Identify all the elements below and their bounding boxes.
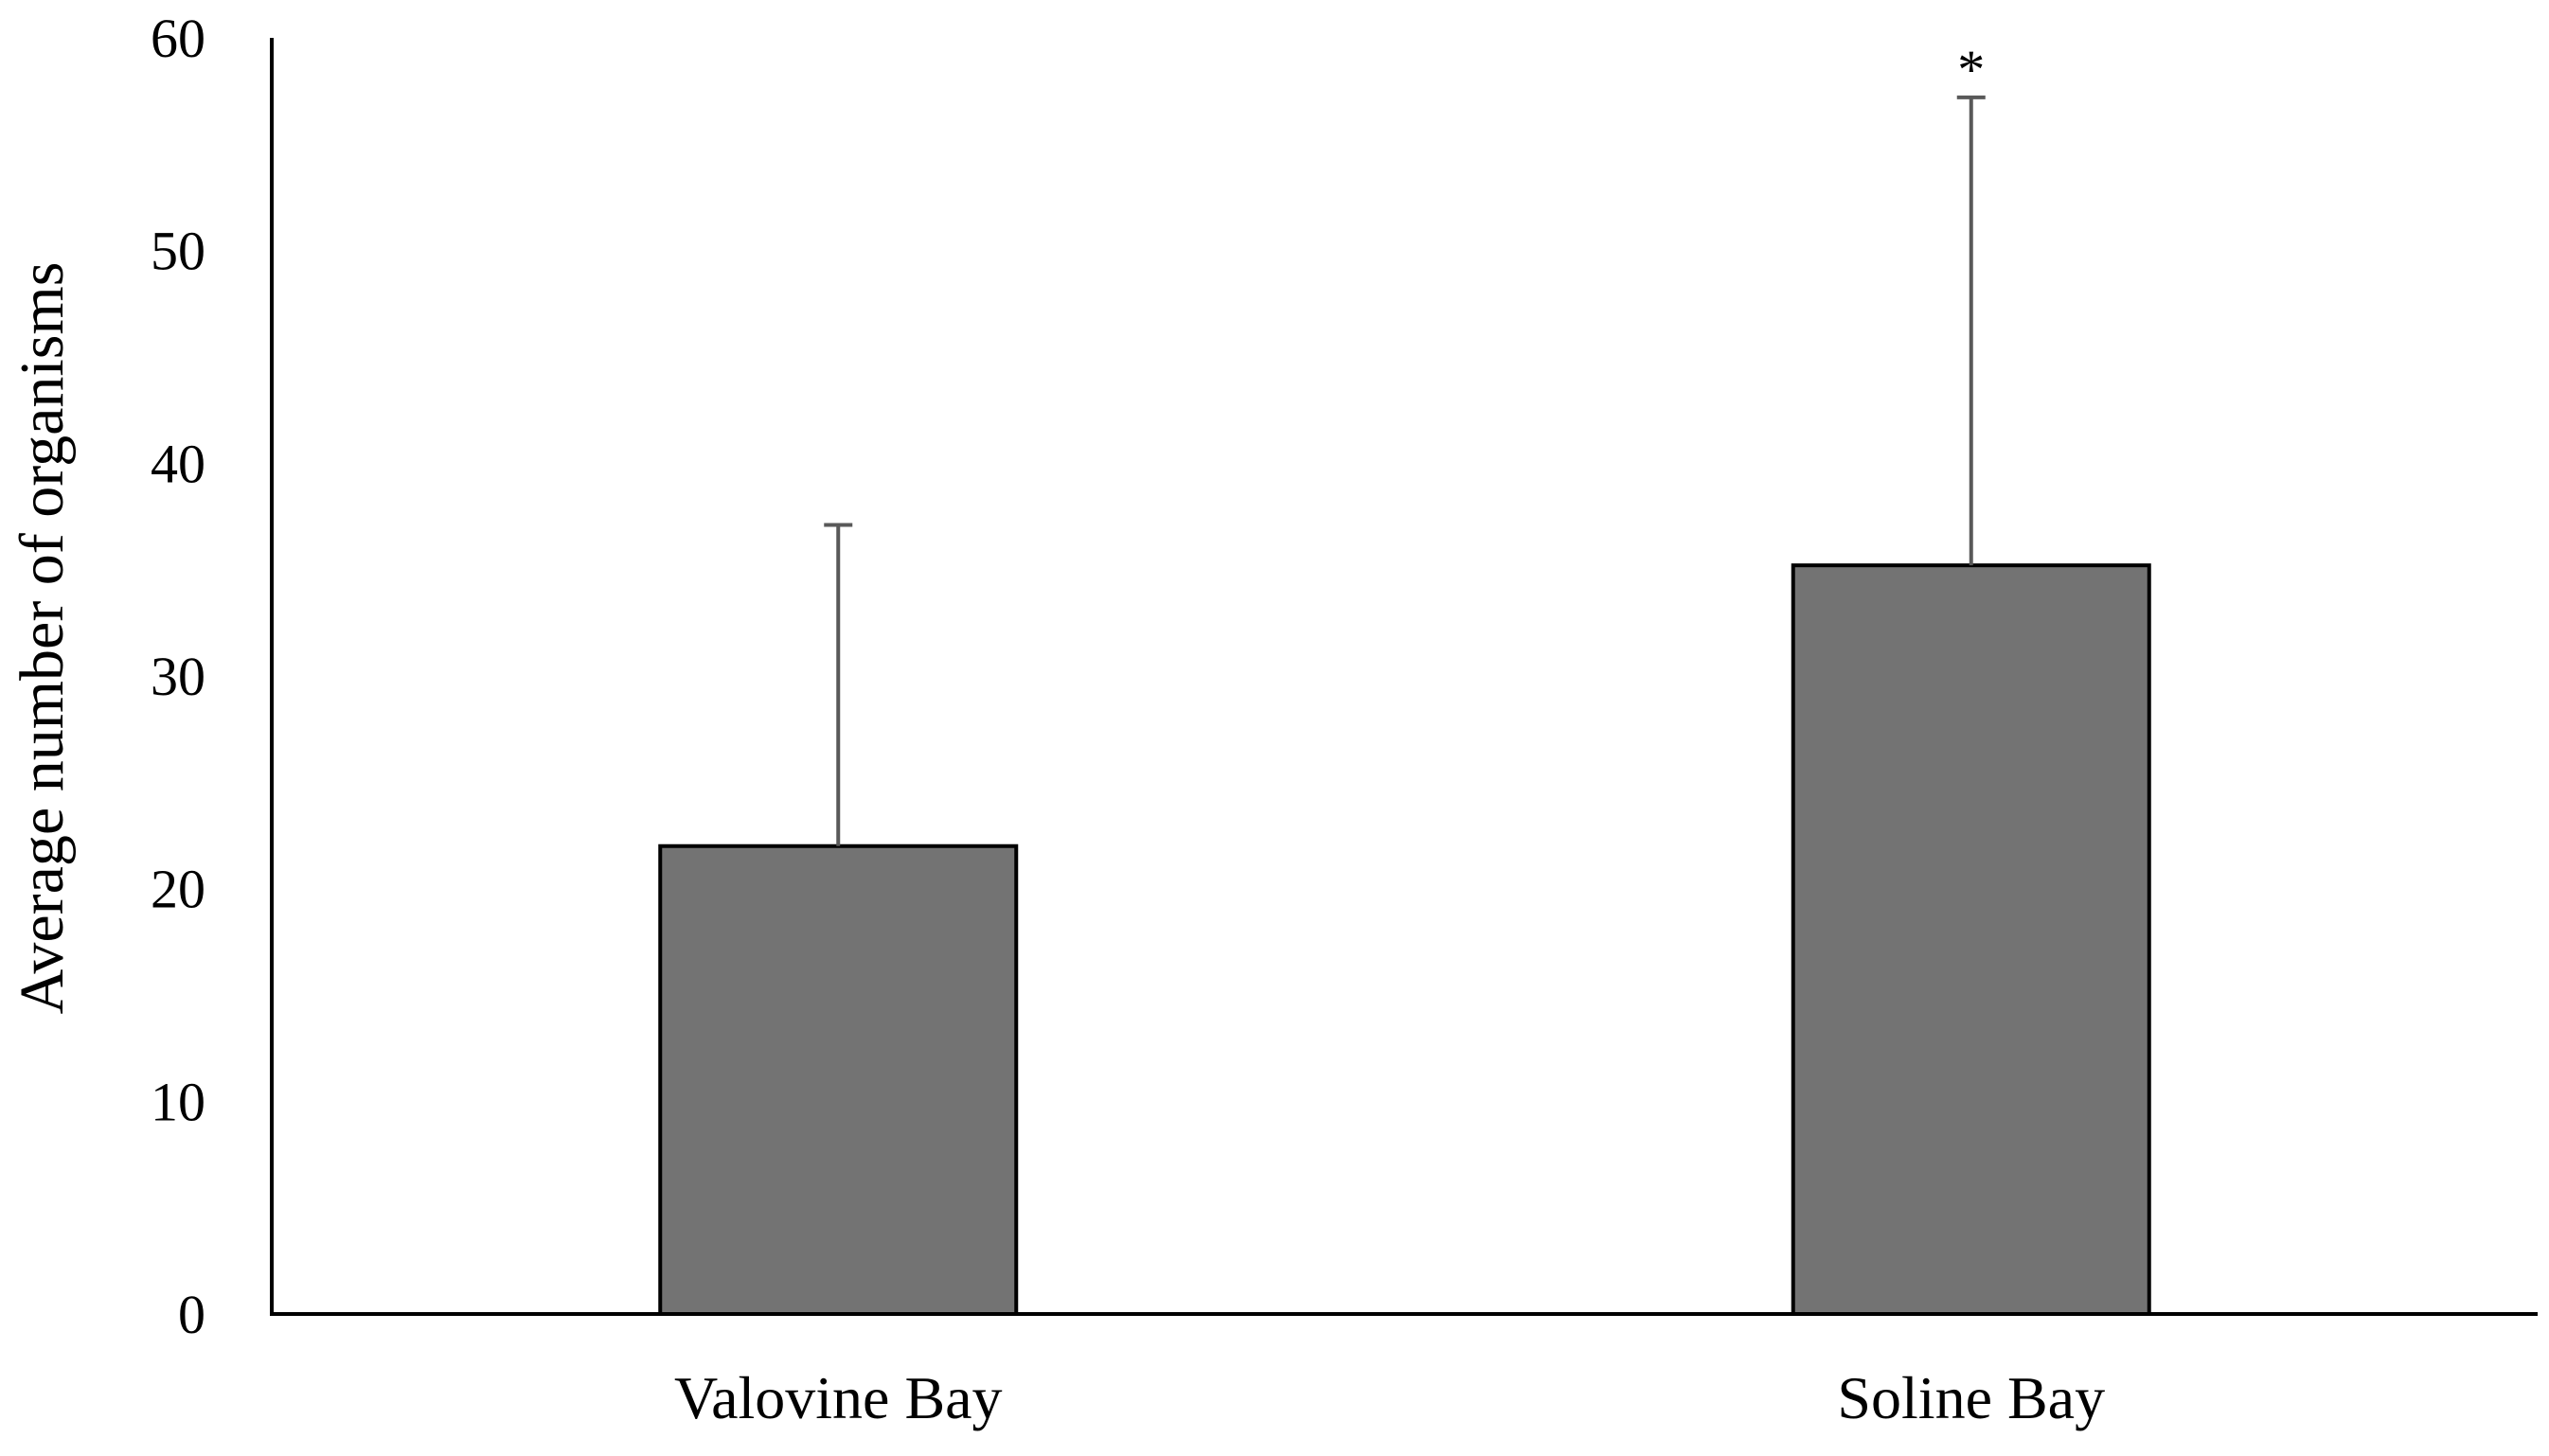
bar-soline-bay: [1791, 563, 2151, 1316]
y-tick-label: 0: [178, 1284, 205, 1345]
x-category-label: Valovine Bay: [674, 1364, 1003, 1431]
bar-valovine-bay: [658, 843, 1019, 1316]
error-bars-layer: [824, 95, 1986, 846]
annotations-layer: *: [1957, 39, 1985, 100]
error-bar: [1956, 95, 1986, 566]
y-tick-label: 20: [151, 859, 205, 920]
error-bar: [824, 523, 853, 846]
y-tick-labels: 0 10 20 30 40 50 60: [151, 8, 205, 1345]
bars-layer: [658, 563, 2151, 1316]
y-tick-label: 40: [151, 433, 205, 494]
significance-asterisk: *: [1957, 39, 1985, 100]
x-category-label: Soline Bay: [1837, 1364, 2105, 1431]
y-tick-label: 30: [151, 646, 205, 707]
y-tick-label: 10: [151, 1071, 205, 1132]
y-tick-label: 50: [151, 221, 205, 282]
y-tick-label: 60: [151, 8, 205, 69]
axes-layer: [270, 38, 2538, 1316]
x-category-labels: Valovine Bay Soline Bay: [674, 1364, 2105, 1431]
y-axis-title: Average number of organisms: [8, 262, 77, 1015]
